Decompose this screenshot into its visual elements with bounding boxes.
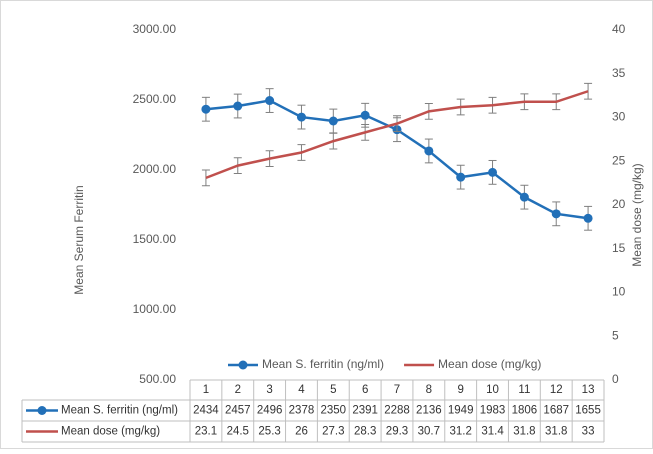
table-legend-marker bbox=[37, 406, 47, 415]
y-tick-label: 500.00 bbox=[139, 372, 176, 386]
y-tick-label: 2500.00 bbox=[133, 92, 177, 106]
table-header: 10 bbox=[486, 384, 499, 396]
table-cell: 31.8 bbox=[545, 426, 567, 438]
table-cell: 1687 bbox=[543, 405, 569, 417]
point bbox=[296, 112, 306, 122]
table-header: 7 bbox=[394, 384, 400, 396]
table-cell: 2288 bbox=[384, 405, 410, 417]
table-header: 5 bbox=[330, 384, 336, 396]
table-cell: 24.5 bbox=[227, 426, 249, 438]
y2-tick-label: 10 bbox=[612, 285, 626, 299]
point bbox=[583, 213, 593, 223]
point bbox=[360, 110, 370, 120]
table-cell: 2434 bbox=[193, 405, 219, 417]
table-cell: 31.4 bbox=[481, 426, 504, 438]
table-header: 8 bbox=[426, 384, 432, 396]
table-cell: 2457 bbox=[225, 405, 251, 417]
table-cell: 25.3 bbox=[258, 426, 280, 438]
y2-tick-label: 15 bbox=[612, 241, 626, 255]
y2-tick-label: 25 bbox=[612, 153, 626, 167]
legend-label: Mean dose (mg/kg) bbox=[438, 357, 541, 371]
table-cell: 2136 bbox=[416, 405, 442, 417]
table-header: 12 bbox=[550, 384, 563, 396]
y2-tick-label: 5 bbox=[612, 328, 619, 342]
point bbox=[328, 116, 338, 126]
y2-tick-label: 40 bbox=[612, 22, 626, 36]
table-cell: 27.3 bbox=[322, 426, 344, 438]
table-cell: 26 bbox=[295, 426, 308, 438]
table-cell: 31.2 bbox=[449, 426, 471, 438]
legend-marker bbox=[238, 360, 248, 370]
table-header: 6 bbox=[362, 384, 368, 396]
table-cell: 28.3 bbox=[354, 426, 376, 438]
table-row-label: Mean S. ferritin (ng/ml) bbox=[61, 405, 178, 417]
point bbox=[551, 209, 561, 219]
y-tick-label: 1000.00 bbox=[133, 302, 177, 316]
y-tick-label: 2000.00 bbox=[133, 162, 177, 176]
table-header: 1 bbox=[203, 384, 209, 396]
point bbox=[265, 96, 275, 106]
table-cell: 2496 bbox=[257, 405, 283, 417]
table-cell: 1655 bbox=[575, 405, 601, 417]
y2-tick-label: 20 bbox=[612, 197, 626, 211]
table-cell: 1806 bbox=[512, 405, 538, 417]
table-cell: 1983 bbox=[480, 405, 506, 417]
table-cell: 1949 bbox=[448, 405, 474, 417]
series-line bbox=[205, 90, 589, 180]
table-header: 4 bbox=[298, 384, 305, 396]
point bbox=[456, 172, 466, 182]
table-header: 2 bbox=[235, 384, 241, 396]
table-cell: 31.8 bbox=[513, 426, 535, 438]
point bbox=[201, 104, 211, 114]
table-header: 11 bbox=[518, 384, 530, 396]
table-header: 3 bbox=[266, 384, 272, 396]
table-cell: 23.1 bbox=[195, 426, 217, 438]
table-cell: 30.7 bbox=[418, 426, 440, 438]
y2-tick-label: 30 bbox=[612, 110, 626, 124]
legend-label: Mean S. ferritin (ng/ml) bbox=[262, 357, 384, 371]
y-axis-title: Mean Serum Ferritin bbox=[72, 185, 86, 294]
table-header: 13 bbox=[582, 384, 595, 396]
y-tick-label: 3000.00 bbox=[133, 22, 177, 36]
table-cell: 33 bbox=[582, 426, 595, 438]
point bbox=[519, 192, 529, 202]
y2-tick-label: 35 bbox=[612, 66, 626, 80]
table-cell: 29.3 bbox=[386, 426, 408, 438]
y-tick-label: 1500.00 bbox=[133, 232, 177, 246]
table-cell: 2350 bbox=[321, 405, 347, 417]
point bbox=[233, 101, 243, 111]
table-row-label: Mean dose (mg/kg) bbox=[61, 426, 160, 438]
y2-tick-label: 0 bbox=[612, 372, 619, 386]
table-cell: 2378 bbox=[289, 405, 315, 417]
table-cell: 2391 bbox=[352, 405, 378, 417]
y2-axis-title: Mean dose (mg/kg) bbox=[630, 163, 644, 266]
table-header: 9 bbox=[457, 384, 463, 396]
point bbox=[488, 167, 498, 177]
point bbox=[424, 146, 434, 156]
